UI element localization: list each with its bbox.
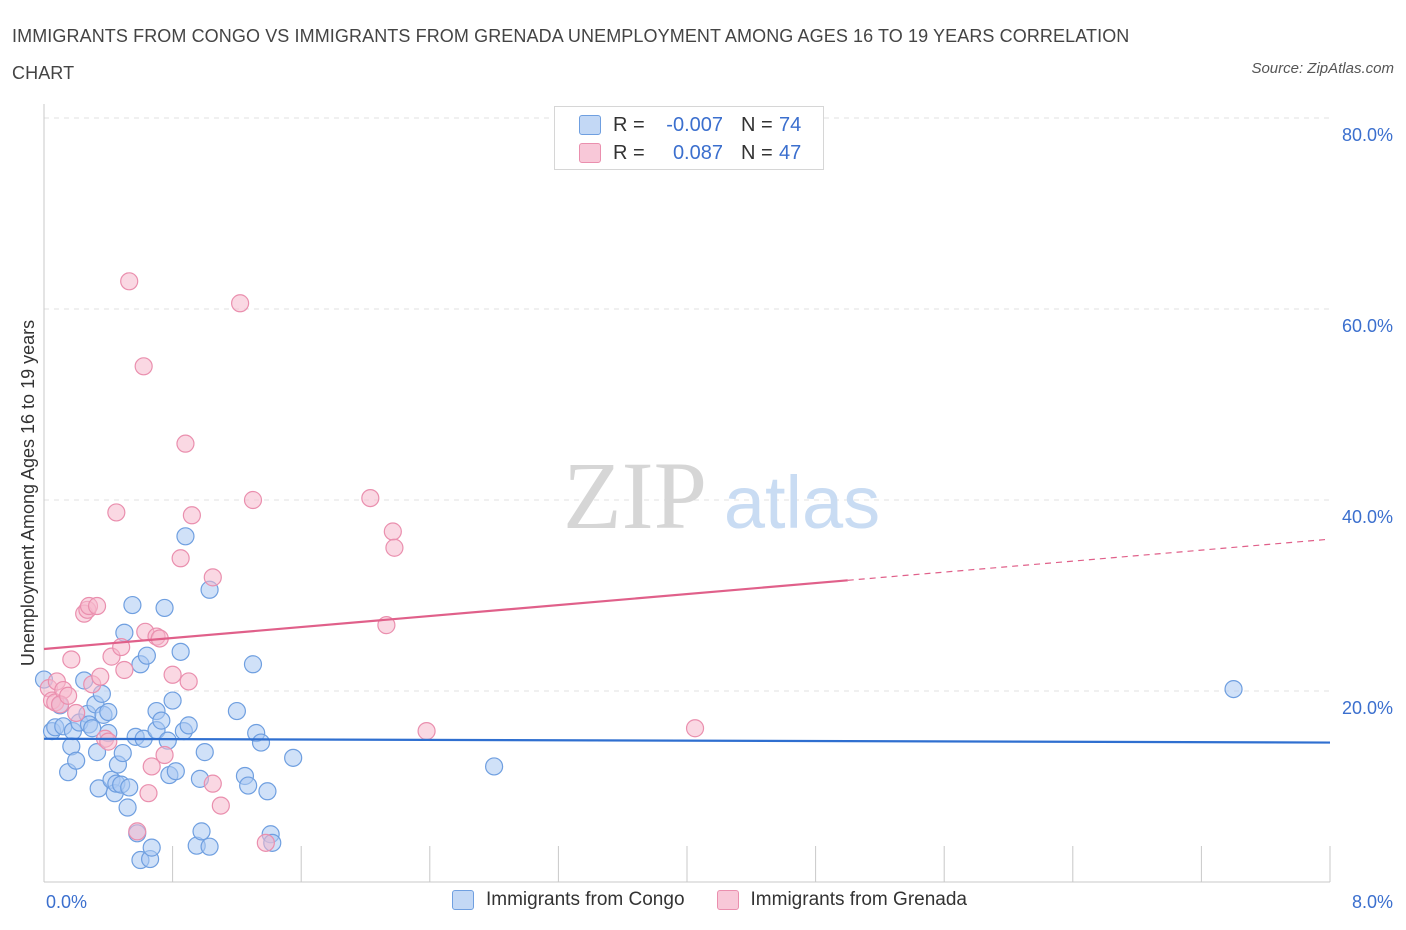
y-tick-label: 80.0%: [1342, 125, 1393, 145]
grenada-point: [87, 596, 107, 616]
grenada-point: [182, 506, 201, 525]
gridlines: [44, 117, 1330, 692]
chart-title: IMMIGRANTS FROM CONGO VS IMMIGRANTS FROM…: [12, 26, 1130, 83]
grenada-point: [171, 549, 190, 568]
chart-source: Source: ZipAtlas.com: [1251, 60, 1394, 77]
legend-label-congo: Immigrants from Congo: [486, 889, 685, 910]
grenada-point: [243, 490, 263, 510]
trend-line-solid-1: [43, 579, 848, 651]
x-tick-label: 0.0%: [46, 892, 87, 912]
congo-point: [163, 691, 182, 710]
grenada-point: [256, 833, 275, 852]
congo-point: [152, 711, 171, 730]
grenada-point: [203, 568, 222, 587]
legend-row-congo: R = -0.007 N = 74: [579, 111, 801, 139]
congo-point: [192, 822, 211, 841]
grenada-point: [67, 703, 86, 723]
axes: [43, 104, 1331, 883]
grenada-point: [203, 774, 222, 793]
grenada-point: [383, 522, 402, 541]
congo-point: [200, 837, 219, 856]
congo-point: [485, 757, 504, 776]
congo-point: [99, 702, 118, 722]
y-tick-label: 60.0%: [1342, 316, 1393, 336]
grenada-point: [385, 538, 404, 557]
congo-point: [123, 595, 142, 615]
grenada-point: [99, 732, 118, 751]
watermark-zip: ZIP: [563, 442, 707, 549]
congo-point: [227, 701, 246, 721]
grenada-point: [107, 503, 126, 522]
grenada-point: [231, 294, 250, 313]
series-legend: Immigrants from Congo Immigrants from Gr…: [452, 889, 999, 911]
congo-point: [120, 778, 139, 797]
grenada-point: [128, 822, 147, 841]
legend-label-grenada: Immigrants from Grenada: [750, 889, 967, 910]
y-tick-label: 40.0%: [1342, 507, 1393, 527]
watermark: ZIP atlas: [563, 442, 880, 549]
n-label: N =: [741, 113, 773, 136]
congo-point: [87, 743, 107, 762]
r-label: R =: [613, 113, 645, 136]
congo-point: [67, 751, 86, 770]
congo-swatch: [452, 890, 474, 910]
congo-point: [171, 642, 190, 661]
grenada-point: [120, 272, 139, 291]
grenada-point: [115, 660, 134, 680]
grenada-point: [211, 796, 230, 815]
correlation-legend: R = -0.007 N = 74 R = 0.087 N = 47: [554, 106, 824, 170]
grenada-point: [59, 686, 78, 705]
grenada-point: [163, 665, 182, 684]
grenada-point: [155, 745, 174, 765]
data-points: [34, 272, 1243, 870]
r-value: -0.007: [666, 113, 723, 136]
y-tick-label: 20.0%: [1342, 698, 1393, 718]
congo-point: [137, 646, 156, 665]
congo-swatch: [579, 115, 601, 135]
grenada-point: [91, 667, 110, 686]
trend-line-solid-0: [43, 737, 1331, 744]
legend-item-grenada: Immigrants from Grenada: [716, 889, 967, 911]
congo-point: [243, 655, 263, 674]
congo-point: [251, 733, 271, 752]
grenada-point: [361, 488, 380, 508]
legend-item-congo: Immigrants from Congo: [452, 889, 685, 911]
n-value: 47: [779, 141, 802, 164]
grenada-point: [62, 650, 81, 669]
congo-point: [195, 743, 214, 762]
congo-point: [284, 748, 303, 767]
grenada-point: [417, 722, 436, 741]
grenada-swatch: [579, 143, 601, 163]
r-label: R =: [613, 141, 645, 164]
watermark-atlas: atlas: [724, 461, 880, 544]
grenada-point: [139, 784, 158, 803]
congo-point: [166, 762, 185, 781]
congo-point: [258, 782, 277, 801]
r-value: 0.087: [672, 141, 723, 164]
y-axis-label: Unemployment Among Ages 16 to 19 years: [18, 320, 38, 666]
congo-point: [142, 838, 161, 857]
grenada-swatch: [716, 890, 739, 910]
congo-point: [118, 798, 137, 817]
grenada-point: [685, 719, 705, 738]
grenada-point: [134, 357, 153, 376]
congo-point: [239, 776, 258, 795]
congo-point: [155, 598, 174, 618]
n-label: N =: [741, 141, 773, 164]
congo-point: [113, 743, 132, 763]
trend-lines: [43, 538, 1331, 744]
grenada-point: [176, 434, 195, 453]
tick-labels: 20.0% 40.0% 60.0% 80.0% 0.0% 8.0%: [46, 125, 1393, 912]
congo-point: [179, 716, 198, 735]
grenada-point: [179, 672, 198, 691]
x-tick-label: 8.0%: [1352, 892, 1393, 912]
legend-row-grenada: R = 0.087 N = 47: [579, 139, 801, 167]
trend-line-dashed-1: [847, 538, 1331, 581]
congo-point: [176, 527, 195, 546]
grenada-point: [142, 757, 161, 776]
n-value: 74: [779, 113, 802, 136]
congo-point: [1224, 679, 1243, 699]
